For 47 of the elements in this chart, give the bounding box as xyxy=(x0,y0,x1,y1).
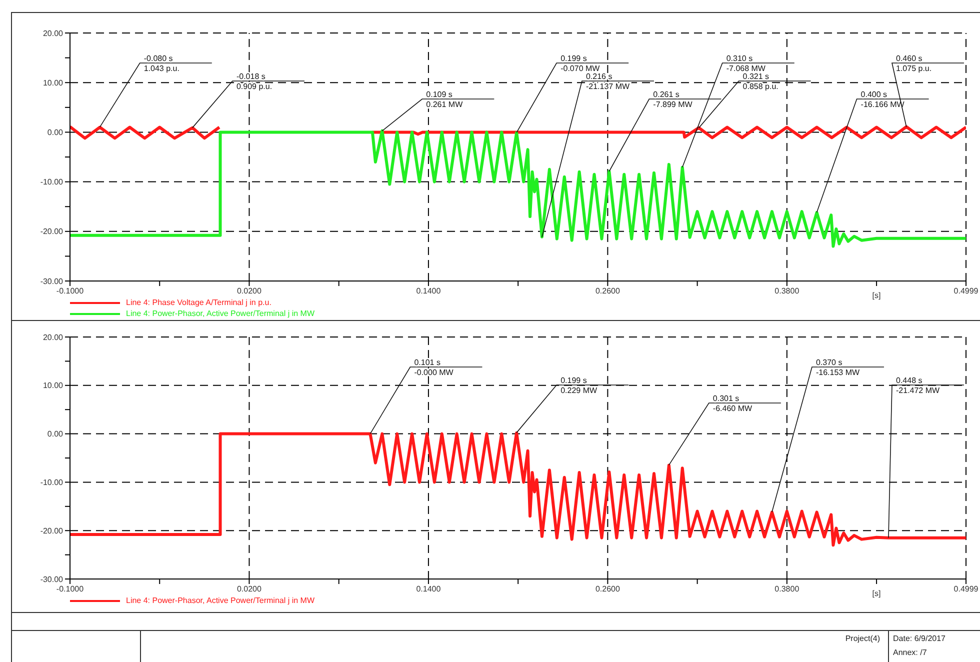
text: Date: 6/9/2017 xyxy=(893,634,946,643)
text: Line 4: Power-Phasor, Active Power/Terminal j in MW xyxy=(126,596,315,605)
y-tick-label: -10.00 xyxy=(40,178,64,187)
annotation: 0.216 s -21.137 MW xyxy=(586,72,630,91)
x-axis-title: [s] xyxy=(872,291,881,300)
annotation: 0.199 s -0.070 MW xyxy=(560,54,600,73)
y-tick-label: 20.00 xyxy=(42,28,64,38)
x-tick-label: 0.0200 xyxy=(236,286,262,296)
text: Line 4: Power-Phasor, Active Power/Terminal j in MW xyxy=(126,309,315,318)
y-tick-label: -10.00 xyxy=(40,478,64,488)
annotation: 0.448 s -21.472 MW xyxy=(896,376,940,395)
annotation: 0.310 s -7.068 MW xyxy=(726,54,766,73)
y-tick-label: 0.00 xyxy=(47,430,64,439)
x-tick-label: 0.0200 xyxy=(236,584,262,594)
y-tick-label: 20.00 xyxy=(42,332,64,342)
y-tick-label: 10.00 xyxy=(42,78,64,88)
x-tick-label: 0.3800 xyxy=(774,584,800,594)
x-tick-label: 0.4999 xyxy=(954,286,979,296)
annotation: 0.370 s -16.153 MW xyxy=(816,358,860,377)
x-tick-label: -0.1000 xyxy=(56,584,84,594)
y-tick-label: -30.00 xyxy=(40,276,64,286)
annotation: 0.199 s 0.229 MW xyxy=(560,376,598,395)
text: Annex: /7 xyxy=(893,648,927,657)
y-tick-label: -30.00 xyxy=(40,574,64,584)
annotation: 0.301 s -6.460 MW xyxy=(712,394,752,413)
text: Line 4: Phase Voltage A/Terminal j in p.u. xyxy=(126,298,272,307)
x-tick-label: 0.1400 xyxy=(416,286,442,296)
line-series xyxy=(70,431,966,547)
annotation: 0.460 s 1.075 p.u. xyxy=(896,54,932,73)
text: Project(4) xyxy=(845,634,880,643)
x-tick-label: 0.2600 xyxy=(595,286,620,296)
x-tick-label: -0.1000 xyxy=(56,286,84,296)
annotation: -0.018 s 0.909 p.u. xyxy=(236,72,272,91)
x-tick-label: 0.4999 xyxy=(954,584,979,594)
x-tick-label: 0.2600 xyxy=(595,584,620,594)
annotation: -0.080 s 1.043 p.u. xyxy=(144,54,180,73)
y-tick-label: -20.00 xyxy=(40,526,64,536)
annotation: 0.261 s -7.899 MW xyxy=(653,90,693,109)
x-axis-title: [s] xyxy=(872,589,881,598)
annotation: 0.101 s -0.000 MW xyxy=(414,358,454,377)
line-series xyxy=(70,129,966,248)
y-tick-label: 10.00 xyxy=(42,381,64,390)
y-tick-label: 0.00 xyxy=(47,128,64,138)
x-tick-label: 0.1400 xyxy=(416,584,442,594)
y-tick-label: -20.00 xyxy=(40,227,64,236)
x-tick-label: 0.3800 xyxy=(774,286,800,296)
annotation: 0.321 s 0.858 p.u. xyxy=(742,72,778,91)
